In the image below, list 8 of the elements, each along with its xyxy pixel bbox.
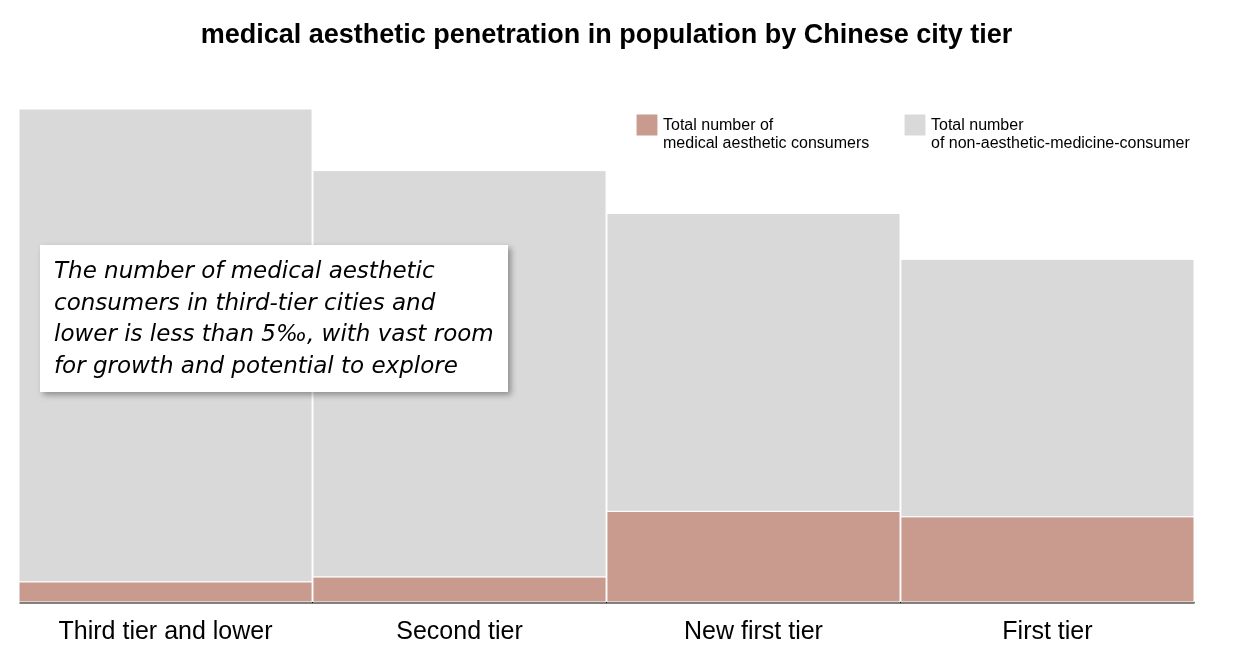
legend-label: Total number of medical aesthetic consumers [663, 116, 870, 151]
x-tick-label: Third tier and lower [58, 615, 273, 644]
legend-label: Total number of non-aesthetic-medicine-consumer [931, 116, 1191, 151]
x-tick-label: First tier [1002, 615, 1093, 644]
x-tick-label: New first tier [684, 615, 823, 644]
chart-title: medical aesthetic penetration in population by Chinese city tier [200, 18, 1013, 49]
annotation: The number of medical aesthetic consumers in third-tier cities and lower is less than 5‰, with vast room for growth and potential to explore [40, 245, 508, 392]
x-tick-label: Second tier [396, 615, 523, 644]
